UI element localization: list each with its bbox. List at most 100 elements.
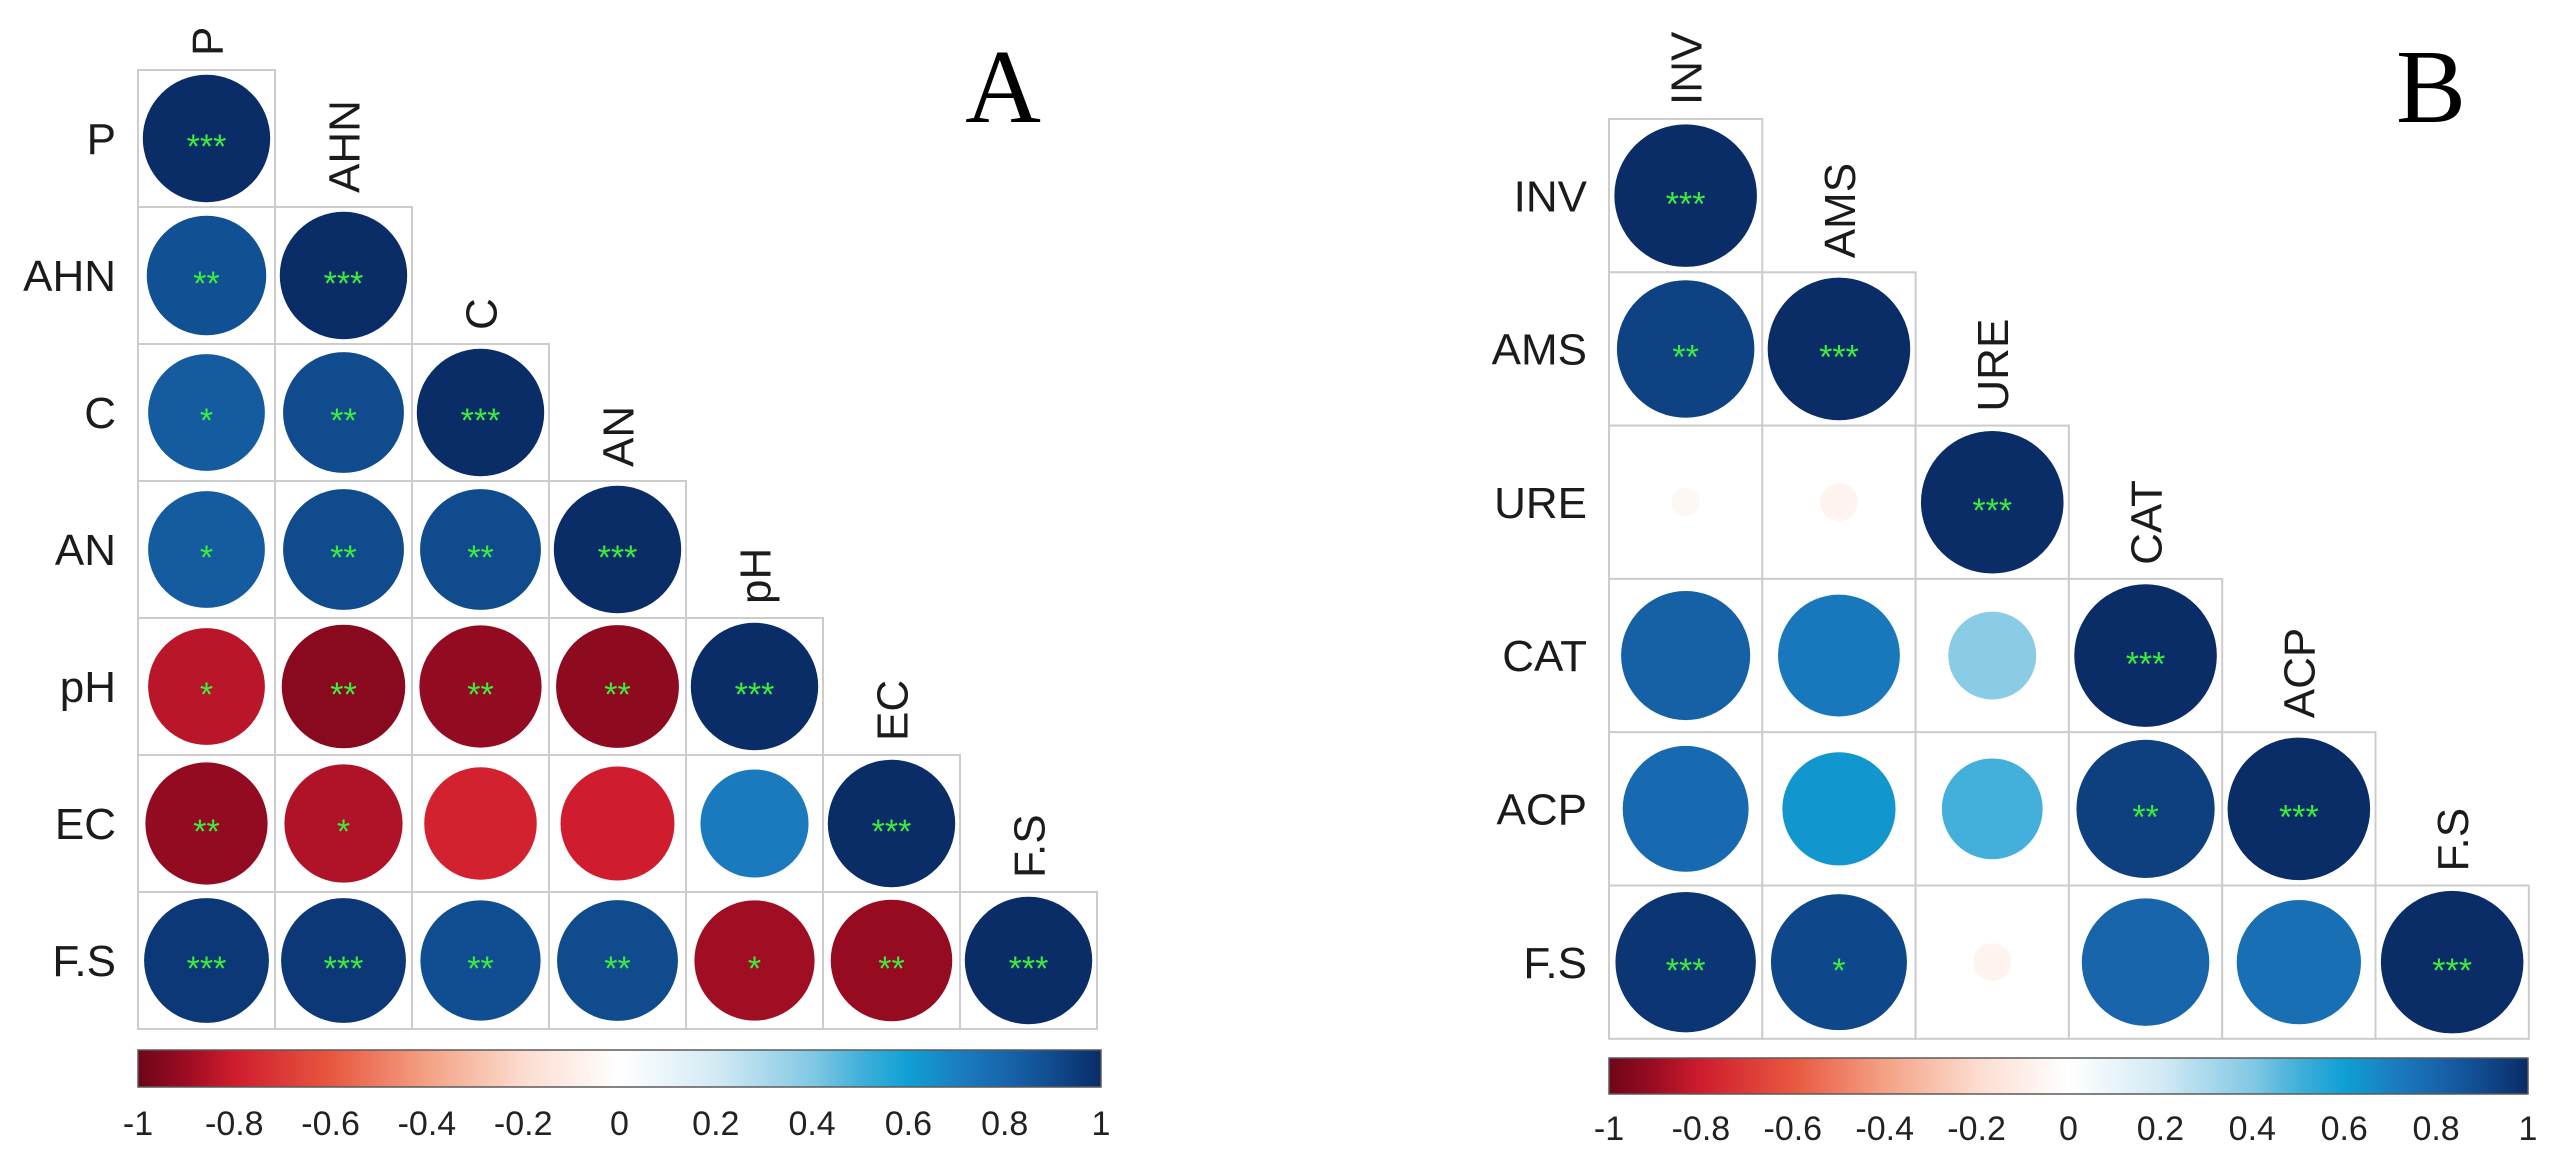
significance-stars: ***	[872, 813, 912, 851]
significance-stars: **	[330, 402, 356, 440]
correlation-circle	[144, 898, 269, 1023]
correlation-circle	[279, 211, 408, 340]
correlation-circle	[284, 764, 403, 883]
row-label: CAT	[1502, 632, 1587, 681]
significance-stars: ***	[1819, 339, 1859, 377]
panel-a-correlation-matrix: ***** **** ** **** ** ** **** ** ** ** ***** * *****…	[23, 27, 1110, 1143]
colorbar-tick-label: 0	[2059, 1110, 2078, 1148]
row-label: AMS	[1492, 326, 1587, 375]
column-label: P	[183, 27, 232, 56]
significance-stars: *	[200, 539, 213, 577]
correlation-circle	[1782, 752, 1896, 866]
correlation-circle	[1614, 124, 1757, 267]
correlation-circle	[1920, 430, 2064, 574]
significance-stars: **	[330, 676, 356, 714]
column-label: ACP	[2276, 628, 2325, 718]
correlation-circle	[694, 900, 815, 1021]
panel-label: A	[965, 28, 1041, 145]
correlation-circle	[1767, 277, 1911, 421]
significance-stars: **	[604, 676, 630, 714]
column-label: pH	[731, 548, 780, 604]
colorbar-tick-label: -0.2	[1947, 1110, 2006, 1148]
colorbar-tick-label: -0.8	[1672, 1110, 1731, 1148]
correlation-circle	[281, 898, 406, 1023]
colorbar-tick-label: 0	[610, 1105, 629, 1143]
correlation-circle	[146, 215, 267, 336]
correlation-circle	[830, 899, 953, 1022]
significance-stars: ***	[461, 402, 501, 440]
correlation-circle	[1615, 891, 1756, 1033]
colorbar	[137, 1049, 1102, 1088]
correlation-circle	[557, 900, 678, 1021]
correlation-circle	[1770, 894, 1907, 1031]
colorbar-tick-label: 1	[1092, 1105, 1111, 1143]
correlation-circle	[1621, 590, 1751, 721]
column-label: F.S	[1005, 814, 1054, 878]
significance-stars: ***	[2432, 952, 2472, 990]
colorbar-tick-label: 1	[2519, 1110, 2538, 1148]
colorbar-tick-label: 0.6	[885, 1105, 932, 1143]
column-label: AMS	[1816, 163, 1865, 258]
colorbar-tick-label: 0.6	[2321, 1110, 2368, 1148]
panel-b-correlation-matrix: ***** *********** ****** * ***INVAMSURECATAC…	[1492, 28, 2538, 1148]
correlation-circle	[424, 767, 537, 880]
row-label: INV	[1514, 172, 1588, 221]
significance-stars: ***	[187, 950, 227, 988]
row-label: F.S	[52, 937, 116, 986]
significance-stars: ***	[735, 676, 775, 714]
correlation-circle	[690, 622, 819, 751]
significance-stars: ***	[1009, 950, 1049, 988]
column-label: INV	[1662, 31, 1711, 105]
correlation-circle	[1616, 280, 1755, 418]
column-label: EC	[868, 680, 917, 741]
significance-stars: ***	[324, 265, 364, 303]
colorbar-tick-label: -0.8	[205, 1105, 264, 1143]
correlation-circle	[1941, 758, 2043, 860]
colorbar-tick-label: -0.4	[398, 1105, 457, 1143]
colorbar	[1608, 1057, 2529, 1095]
significance-stars: **	[467, 676, 493, 714]
significance-stars: *	[200, 402, 213, 440]
correlation-circle	[281, 624, 406, 749]
colorbar-tick-label: 0.4	[2229, 1110, 2276, 1148]
correlation-circle	[148, 628, 265, 745]
significance-stars: ***	[1666, 952, 1706, 990]
colorbar-tick-label: -0.4	[1855, 1110, 1914, 1148]
row-label: EC	[55, 800, 116, 849]
significance-stars: **	[2132, 799, 2158, 837]
column-label: URE	[1969, 319, 2018, 412]
correlation-circle	[420, 489, 541, 610]
correlation-circle	[142, 74, 271, 203]
correlation-circle	[2076, 739, 2215, 878]
correlation-circle	[2074, 584, 2217, 727]
correlation-circle	[1622, 745, 1749, 872]
significance-stars: **	[330, 539, 356, 577]
row-label: P	[87, 115, 116, 164]
significance-stars: **	[1672, 339, 1698, 377]
correlation-circle	[145, 762, 268, 885]
correlation-circle	[553, 485, 682, 614]
colorbar-tick-label: -0.6	[1764, 1110, 1823, 1148]
correlation-circle	[2380, 890, 2524, 1034]
row-label: AN	[55, 526, 116, 575]
correlation-circle	[556, 625, 679, 748]
panel-label: B	[2396, 28, 2466, 145]
row-label: pH	[60, 663, 116, 712]
correlation-circle	[283, 489, 404, 610]
correlation-circle	[827, 759, 956, 888]
column-label: C	[457, 298, 506, 330]
correlation-circle	[2081, 898, 2210, 1026]
correlation-circle	[1973, 943, 2012, 982]
correlation-circle	[1778, 594, 1900, 717]
correlation-circle	[560, 766, 675, 881]
column-label: AN	[594, 406, 643, 467]
colorbar-tick-label: 0.2	[692, 1105, 739, 1143]
correlation-circle	[420, 900, 541, 1021]
significance-stars: ***	[1666, 185, 1706, 223]
column-label: CAT	[2122, 480, 2171, 565]
significance-stars: *	[337, 813, 350, 851]
correlation-circle	[2227, 737, 2371, 881]
significance-stars: *	[1832, 952, 1845, 990]
colorbar-tick-label: -0.2	[494, 1105, 553, 1143]
